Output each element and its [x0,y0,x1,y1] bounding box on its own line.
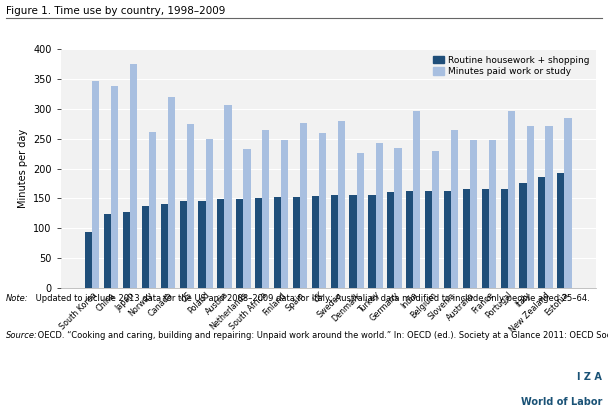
Bar [319,133,326,288]
Bar [224,105,232,288]
Bar [444,191,451,288]
Legend: Routine housework + shopping, Minutes paid work or study: Routine housework + shopping, Minutes pa… [431,54,592,78]
Bar [387,192,395,288]
Y-axis label: Minutes per day: Minutes per day [18,129,27,208]
Bar [413,111,421,288]
Bar [545,126,553,288]
Bar [489,140,496,288]
Bar [262,130,269,288]
Bar [300,123,307,288]
Bar [255,199,262,288]
Text: Source:: Source: [6,331,38,340]
Bar [236,199,243,288]
Bar [142,206,149,288]
Bar [451,130,458,288]
Text: Note:: Note: [6,294,29,303]
Bar [432,151,440,288]
Bar [179,201,187,288]
Bar [463,189,470,288]
Bar [519,183,527,288]
Text: OECD. “Cooking and caring, building and repairing: Unpaid work around the world.: OECD. “Cooking and caring, building and … [35,331,608,340]
Bar [312,196,319,288]
Text: World of Labor: World of Labor [520,397,602,407]
Bar [376,143,382,288]
Bar [123,212,130,288]
Bar [538,178,545,288]
Bar [338,121,345,288]
Text: Updated to include 2013 data for the US and 2008–2009 data for Italy; Australian: Updated to include 2013 data for the US … [33,294,590,303]
Bar [293,196,300,288]
Bar [111,85,119,288]
Bar [161,204,168,288]
Bar [406,191,413,288]
Bar [168,97,175,288]
Bar [425,191,432,288]
Bar [395,148,401,288]
Bar [130,64,137,288]
Bar [274,196,281,288]
Bar [104,214,111,288]
Bar [368,195,376,288]
Bar [470,140,477,288]
Bar [508,111,515,288]
Bar [500,189,508,288]
Bar [482,189,489,288]
Bar [187,124,194,288]
Bar [527,126,534,288]
Bar [357,153,364,288]
Bar [557,173,564,288]
Bar [206,139,213,288]
Bar [198,201,206,288]
Bar [331,195,338,288]
Bar [350,195,357,288]
Bar [92,81,100,288]
Bar [85,232,92,288]
Bar [243,149,250,288]
Bar [281,140,288,288]
Bar [149,132,156,288]
Text: I Z A: I Z A [577,372,602,382]
Bar [217,199,224,288]
Bar [564,118,572,288]
Text: Figure 1. Time use by country, 1998–2009: Figure 1. Time use by country, 1998–2009 [6,6,226,16]
